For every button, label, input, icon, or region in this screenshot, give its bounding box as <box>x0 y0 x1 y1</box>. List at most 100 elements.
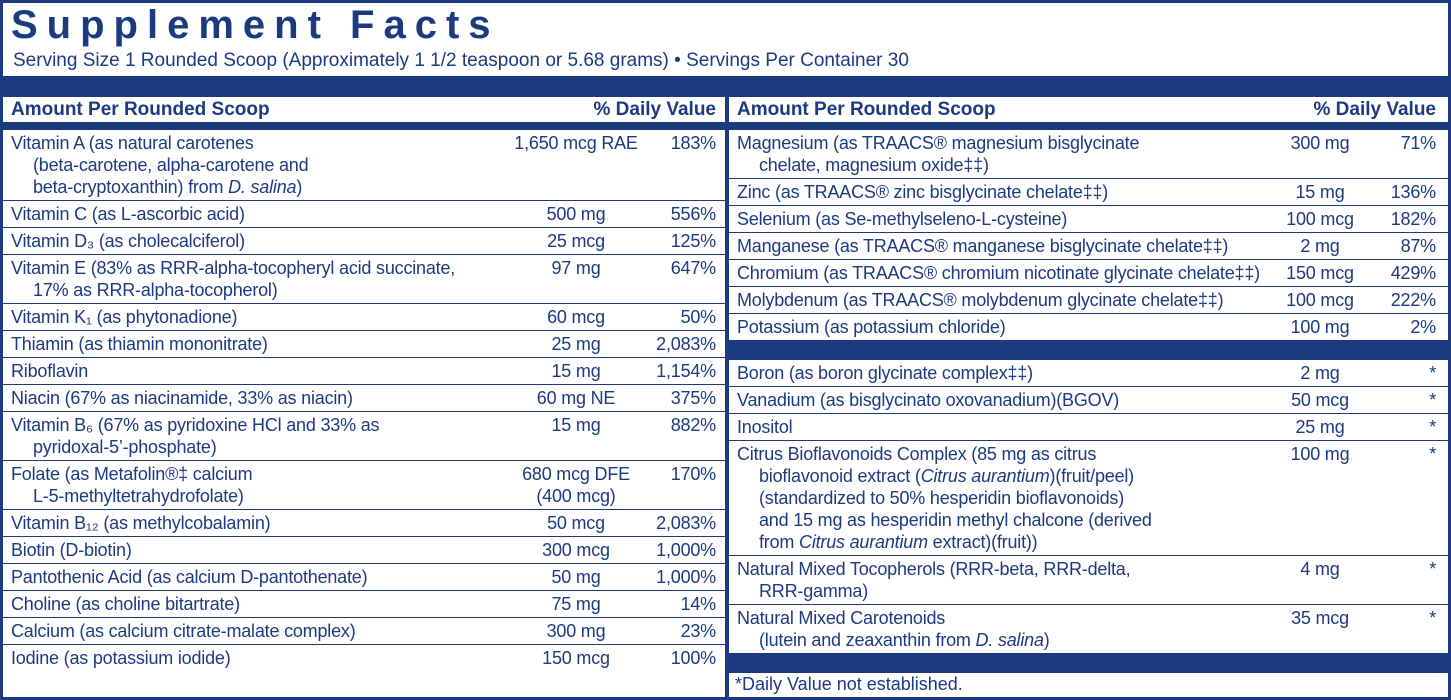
section-bar <box>729 653 1448 673</box>
amount: 35 mcg <box>1254 607 1386 651</box>
nutrient-name: Pantothenic Acid (as calcium D-pantothen… <box>3 566 501 588</box>
amount-line: 35 mcg <box>1291 608 1349 628</box>
right-column: Amount Per Rounded Scoop % Daily Value Mag… <box>725 97 1448 697</box>
nutrient-row: Choline (as choline bitartrate) 75 mg 14% <box>3 590 725 617</box>
amount-line: 680 mcg DFE <box>522 464 630 484</box>
daily-value: * <box>1429 444 1436 464</box>
amount-line: 60 mcg <box>547 307 605 327</box>
daily-value: 647% <box>670 258 716 278</box>
nutrient-row: Vitamin B₆ (67% as pyridoxine HCl and 33… <box>3 411 725 460</box>
name-line: Vitamin K₁ (as phytonadione) <box>11 307 238 327</box>
amount: 60 mg NE <box>501 387 651 409</box>
name-line: Potassium (as potassium chloride) <box>737 317 1006 337</box>
amount-line: 97 mg <box>551 258 601 278</box>
daily-value: 2,083% <box>656 334 716 354</box>
name-line: Vitamin C (as L-ascorbic acid) <box>11 204 245 224</box>
amount-line: 60 mg NE <box>536 388 616 408</box>
name-line: bioflavonoid extract (Citrus aurantium)(… <box>737 465 1254 487</box>
amount-line: 50 mcg <box>1291 390 1349 410</box>
amount: 50 mcg <box>1254 389 1386 411</box>
nutrient-row: Boron (as boron glycinate complex‡‡) 2 mg… <box>729 360 1448 386</box>
name-line: Selenium (as Se-methylseleno-L-cysteine) <box>737 209 1068 229</box>
amount: 150 mcg <box>501 647 651 669</box>
amount: 150 mcg <box>1254 262 1386 284</box>
amount: 97 mg <box>501 257 651 301</box>
name-line: Inositol <box>737 417 793 437</box>
nutrient-row: Selenium (as Se-methylseleno-L-cysteine)… <box>729 205 1448 232</box>
nutrient-name: Manganese (as TRAACS® manganese bisglyci… <box>729 235 1254 257</box>
daily-value: * <box>1429 363 1436 383</box>
amount: 100 mg <box>1254 443 1386 553</box>
header-amount: Amount Per Rounded Scoop <box>11 99 270 120</box>
nutrient-row: Vitamin D₃ (as cholecalciferol) 25 mcg 125… <box>3 227 725 254</box>
nutrient-name: Chromium (as TRAACS® chromium nicotinate… <box>729 262 1260 284</box>
daily-value: * <box>1429 390 1436 410</box>
daily-value: 2,083% <box>656 513 716 533</box>
daily-value: 183% <box>670 133 716 153</box>
name-line: L-5-methyltetrahydrofolate) <box>33 486 244 506</box>
nutrient-row: Inositol 25 mg * <box>729 413 1448 440</box>
name-line: Zinc (as TRAACS® zinc bisglycinate chela… <box>737 182 1109 202</box>
name-line: Boron (as boron glycinate complex‡‡) <box>737 363 1033 383</box>
nutrient-row: Natural Mixed Carotenoids (lutein and zea… <box>729 604 1448 653</box>
nutrient-name: Choline (as choline bitartrate) <box>3 593 501 615</box>
amount-line: 100 mg <box>1290 317 1350 337</box>
daily-value: 23% <box>680 621 717 641</box>
amount: 4 mg <box>1254 558 1386 602</box>
amount: 1,650 mcg RAE <box>501 132 651 198</box>
amount-line: 100 mcg <box>1286 209 1354 229</box>
amount: 100 mcg <box>1254 208 1386 230</box>
nutrient-name: Boron (as boron glycinate complex‡‡) <box>729 362 1254 384</box>
divider-bar <box>3 76 1448 97</box>
amount-line: 25 mg <box>1295 417 1345 437</box>
nutrient-row: Molybdenum (as TRAACS® molybdenum glycin… <box>729 286 1448 313</box>
nutrient-row: Iodine (as potassium iodide) 150 mcg 100% <box>3 644 725 671</box>
name-line: Magnesium (as TRAACS® magnesium bisglyci… <box>737 133 1140 153</box>
name-line: chelate, magnesium oxide‡‡) <box>759 155 989 175</box>
name-line: 17% as RRR-alpha-tocopherol) <box>33 280 278 300</box>
daily-value: 1,000% <box>656 567 716 587</box>
name-line: RRR-gamma) <box>759 581 869 601</box>
nutrient-row: Potassium (as potassium chloride) 100 mg 2… <box>729 313 1448 340</box>
name-text: )(fruit/peel) <box>1049 466 1135 486</box>
amount-line: 15 mg <box>1295 182 1345 202</box>
name-line: Citrus Bioflavonoids Complex (85 mg as c… <box>737 444 1097 464</box>
daily-value: 2% <box>1410 317 1436 337</box>
amount-line: 100 mg <box>1290 444 1350 464</box>
amount: 300 mg <box>501 620 651 642</box>
name-line: Thiamin (as thiamin mononitrate) <box>11 334 268 354</box>
column-header: Amount Per Rounded Scoop % Daily Value <box>729 97 1448 122</box>
footnote: *Daily Value not established. <box>735 674 963 694</box>
daily-value: 87% <box>1400 236 1437 256</box>
nutrient-name: Selenium (as Se-methylseleno-L-cysteine) <box>729 208 1254 230</box>
nutrient-row: Citrus Bioflavonoids Complex (85 mg as c… <box>729 440 1448 555</box>
name-line: Biotin (D-biotin) <box>11 540 132 560</box>
amount: 100 mg <box>1254 316 1386 338</box>
amount-line: 50 mcg <box>547 513 605 533</box>
name-line: (standardized to 50% hesperidin bioflavo… <box>759 488 1125 508</box>
section: Boron (as boron glycinate complex‡‡) 2 mg… <box>729 360 1448 653</box>
name-line: Vitamin A (as natural carotenes <box>11 133 254 153</box>
amount-line: 25 mcg <box>547 231 605 251</box>
daily-value: 170% <box>670 464 716 484</box>
nutrient-name: Citrus Bioflavonoids Complex (85 mg as c… <box>729 443 1254 553</box>
amount-line: 300 mg <box>546 621 606 641</box>
daily-value: 50% <box>680 307 717 327</box>
nutrient-name: Inositol <box>729 416 1254 438</box>
amount: 2 mg <box>1254 235 1386 257</box>
daily-value: 375% <box>670 388 716 408</box>
amount: 75 mg <box>501 593 651 615</box>
name-line: Choline (as choline bitartrate) <box>11 594 240 614</box>
nutrient-name: Biotin (D-biotin) <box>3 539 501 561</box>
amount-line: 150 mcg <box>1286 263 1354 283</box>
name-line: Manganese (as TRAACS® manganese bisglyci… <box>737 236 1229 256</box>
name-line: and 15 mg as hesperidin methyl chalcone … <box>759 510 1152 530</box>
nutrient-row: Manganese (as TRAACS® manganese bisglyci… <box>729 232 1448 259</box>
name-italic: Citrus aurantium <box>799 532 928 552</box>
nutrient-name: Vitamin B₁₂ (as methylcobalamin) <box>3 512 501 534</box>
nutrient-name: Vanadium (as bisglycinato oxovanadium)(B… <box>729 389 1254 411</box>
nutrient-row: Folate (as Metafolin®‡ calcium L-5-methyl… <box>3 460 725 509</box>
name-line: Natural Mixed Carotenoids <box>737 608 946 628</box>
nutrient-row: Magnesium (as TRAACS® magnesium bisglyci… <box>729 130 1448 178</box>
name-line: Niacin (67% as niacinamide, 33% as niaci… <box>11 388 353 408</box>
